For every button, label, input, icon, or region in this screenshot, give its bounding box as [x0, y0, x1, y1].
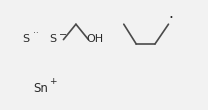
Text: ·: ·	[168, 11, 173, 26]
Text: −: −	[59, 30, 67, 40]
Text: S: S	[22, 34, 30, 44]
Text: Sn: Sn	[33, 82, 48, 95]
Text: OH: OH	[86, 34, 103, 44]
Text: ··: ··	[33, 30, 39, 39]
Text: +: +	[50, 77, 57, 86]
Text: S: S	[50, 34, 57, 44]
